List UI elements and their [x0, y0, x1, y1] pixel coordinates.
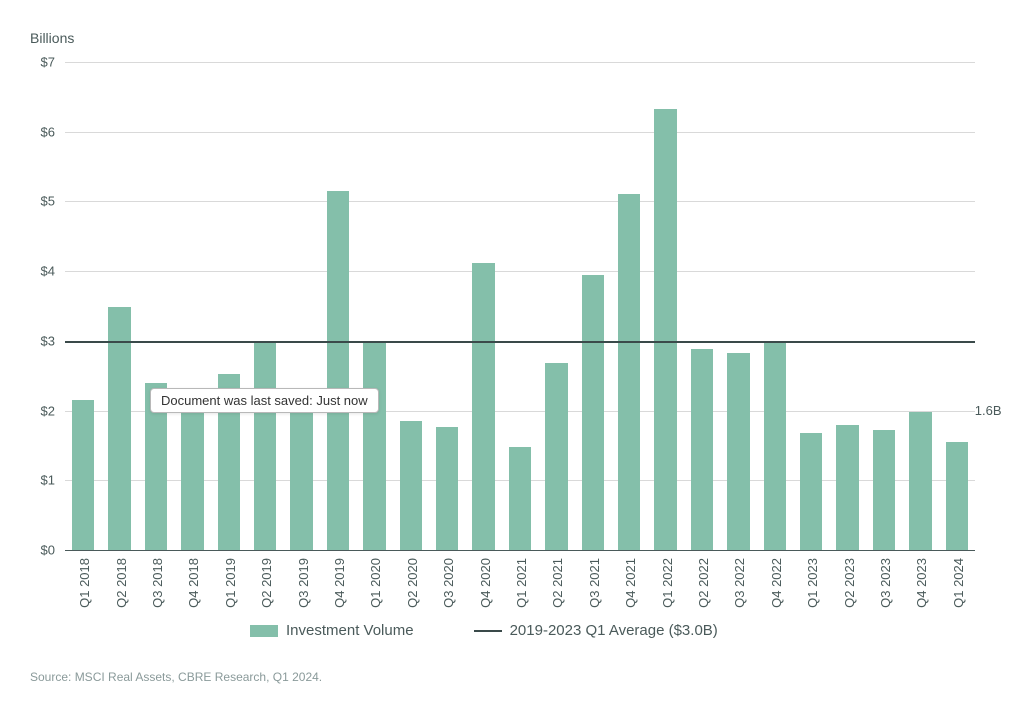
- x-tick-label: Q2 2019: [259, 558, 274, 608]
- x-tick-label: Q3 2018: [150, 558, 165, 608]
- y-tick-label: $3: [41, 333, 55, 348]
- bar[interactable]: [800, 433, 823, 550]
- x-tick-label: Q2 2020: [405, 558, 420, 608]
- y-axis-title: Billions: [30, 30, 74, 46]
- x-tick-label: Q3 2021: [587, 558, 602, 608]
- x-tick-label: Q1 2023: [805, 558, 820, 608]
- y-tick-label: $0: [41, 543, 55, 558]
- y-tick-label: $7: [41, 55, 55, 70]
- bar[interactable]: [72, 400, 95, 550]
- y-tick-label: $6: [41, 124, 55, 139]
- y-tick-label: $2: [41, 403, 55, 418]
- bar[interactable]: [290, 407, 313, 550]
- x-tick-label: Q4 2018: [186, 558, 201, 608]
- bar[interactable]: [873, 430, 896, 550]
- plot-area: $0$1$2$3$4$5$6$7Q1 2018Q2 2018Q3 2018Q4 …: [65, 62, 975, 551]
- legend-item: Investment Volume: [250, 622, 414, 639]
- x-tick-label: Q4 2023: [914, 558, 929, 608]
- grid-line: [65, 62, 975, 63]
- bar[interactable]: [691, 349, 714, 550]
- x-tick-label: Q2 2021: [550, 558, 565, 608]
- bar[interactable]: [946, 442, 969, 550]
- bar[interactable]: [764, 341, 787, 550]
- y-tick-label: $1: [41, 473, 55, 488]
- x-tick-label: Q1 2024: [951, 558, 966, 608]
- x-tick-label: Q2 2023: [842, 558, 857, 608]
- bar[interactable]: [472, 263, 495, 550]
- bar[interactable]: [400, 421, 423, 550]
- x-tick-label: Q1 2019: [223, 558, 238, 608]
- data-label: 1.6B: [975, 403, 1002, 418]
- x-tick-label: Q4 2022: [769, 558, 784, 608]
- bar[interactable]: [618, 194, 641, 550]
- bar[interactable]: [327, 191, 350, 550]
- bar[interactable]: [108, 307, 131, 550]
- legend-swatch: [250, 625, 278, 637]
- x-tick-label: Q4 2020: [478, 558, 493, 608]
- x-tick-label: Q3 2023: [878, 558, 893, 608]
- x-tick-label: Q3 2022: [732, 558, 747, 608]
- source-note: Source: MSCI Real Assets, CBRE Research,…: [30, 670, 322, 684]
- bar[interactable]: [836, 425, 859, 550]
- x-tick-label: Q4 2019: [332, 558, 347, 608]
- y-tick-label: $4: [41, 264, 55, 279]
- legend: Investment Volume 2019-2023 Q1 Average ($…: [250, 622, 718, 639]
- grid-line: [65, 132, 975, 133]
- y-tick-label: $5: [41, 194, 55, 209]
- x-tick-label: Q3 2019: [296, 558, 311, 608]
- bar[interactable]: [509, 447, 532, 550]
- x-tick-label: Q1 2022: [660, 558, 675, 608]
- x-tick-label: Q2 2022: [696, 558, 711, 608]
- bar[interactable]: [254, 341, 277, 550]
- x-tick-label: Q3 2020: [441, 558, 456, 608]
- grid-line: [65, 271, 975, 272]
- x-tick-label: Q1 2018: [77, 558, 92, 608]
- autosave-tooltip: Document was last saved: Just now: [150, 388, 379, 413]
- x-tick-label: Q2 2018: [114, 558, 129, 608]
- x-tick-label: Q4 2021: [623, 558, 638, 608]
- legend-label: 2019-2023 Q1 Average ($3.0B): [510, 622, 718, 639]
- legend-swatch: [474, 630, 502, 632]
- bar[interactable]: [909, 412, 932, 550]
- bar[interactable]: [436, 427, 459, 550]
- bar[interactable]: [727, 353, 750, 550]
- grid-line: [65, 201, 975, 202]
- bar[interactable]: [582, 275, 605, 550]
- reference-line: [65, 341, 975, 343]
- bar[interactable]: [363, 341, 386, 550]
- bar[interactable]: [654, 109, 677, 550]
- bar[interactable]: [181, 407, 204, 550]
- x-tick-label: Q1 2021: [514, 558, 529, 608]
- legend-label: Investment Volume: [286, 622, 414, 639]
- x-tick-label: Q1 2020: [368, 558, 383, 608]
- bar[interactable]: [545, 363, 568, 550]
- legend-item: 2019-2023 Q1 Average ($3.0B): [474, 622, 718, 639]
- chart-container: Billions$0$1$2$3$4$5$6$7Q1 2018Q2 2018Q3…: [0, 0, 1023, 704]
